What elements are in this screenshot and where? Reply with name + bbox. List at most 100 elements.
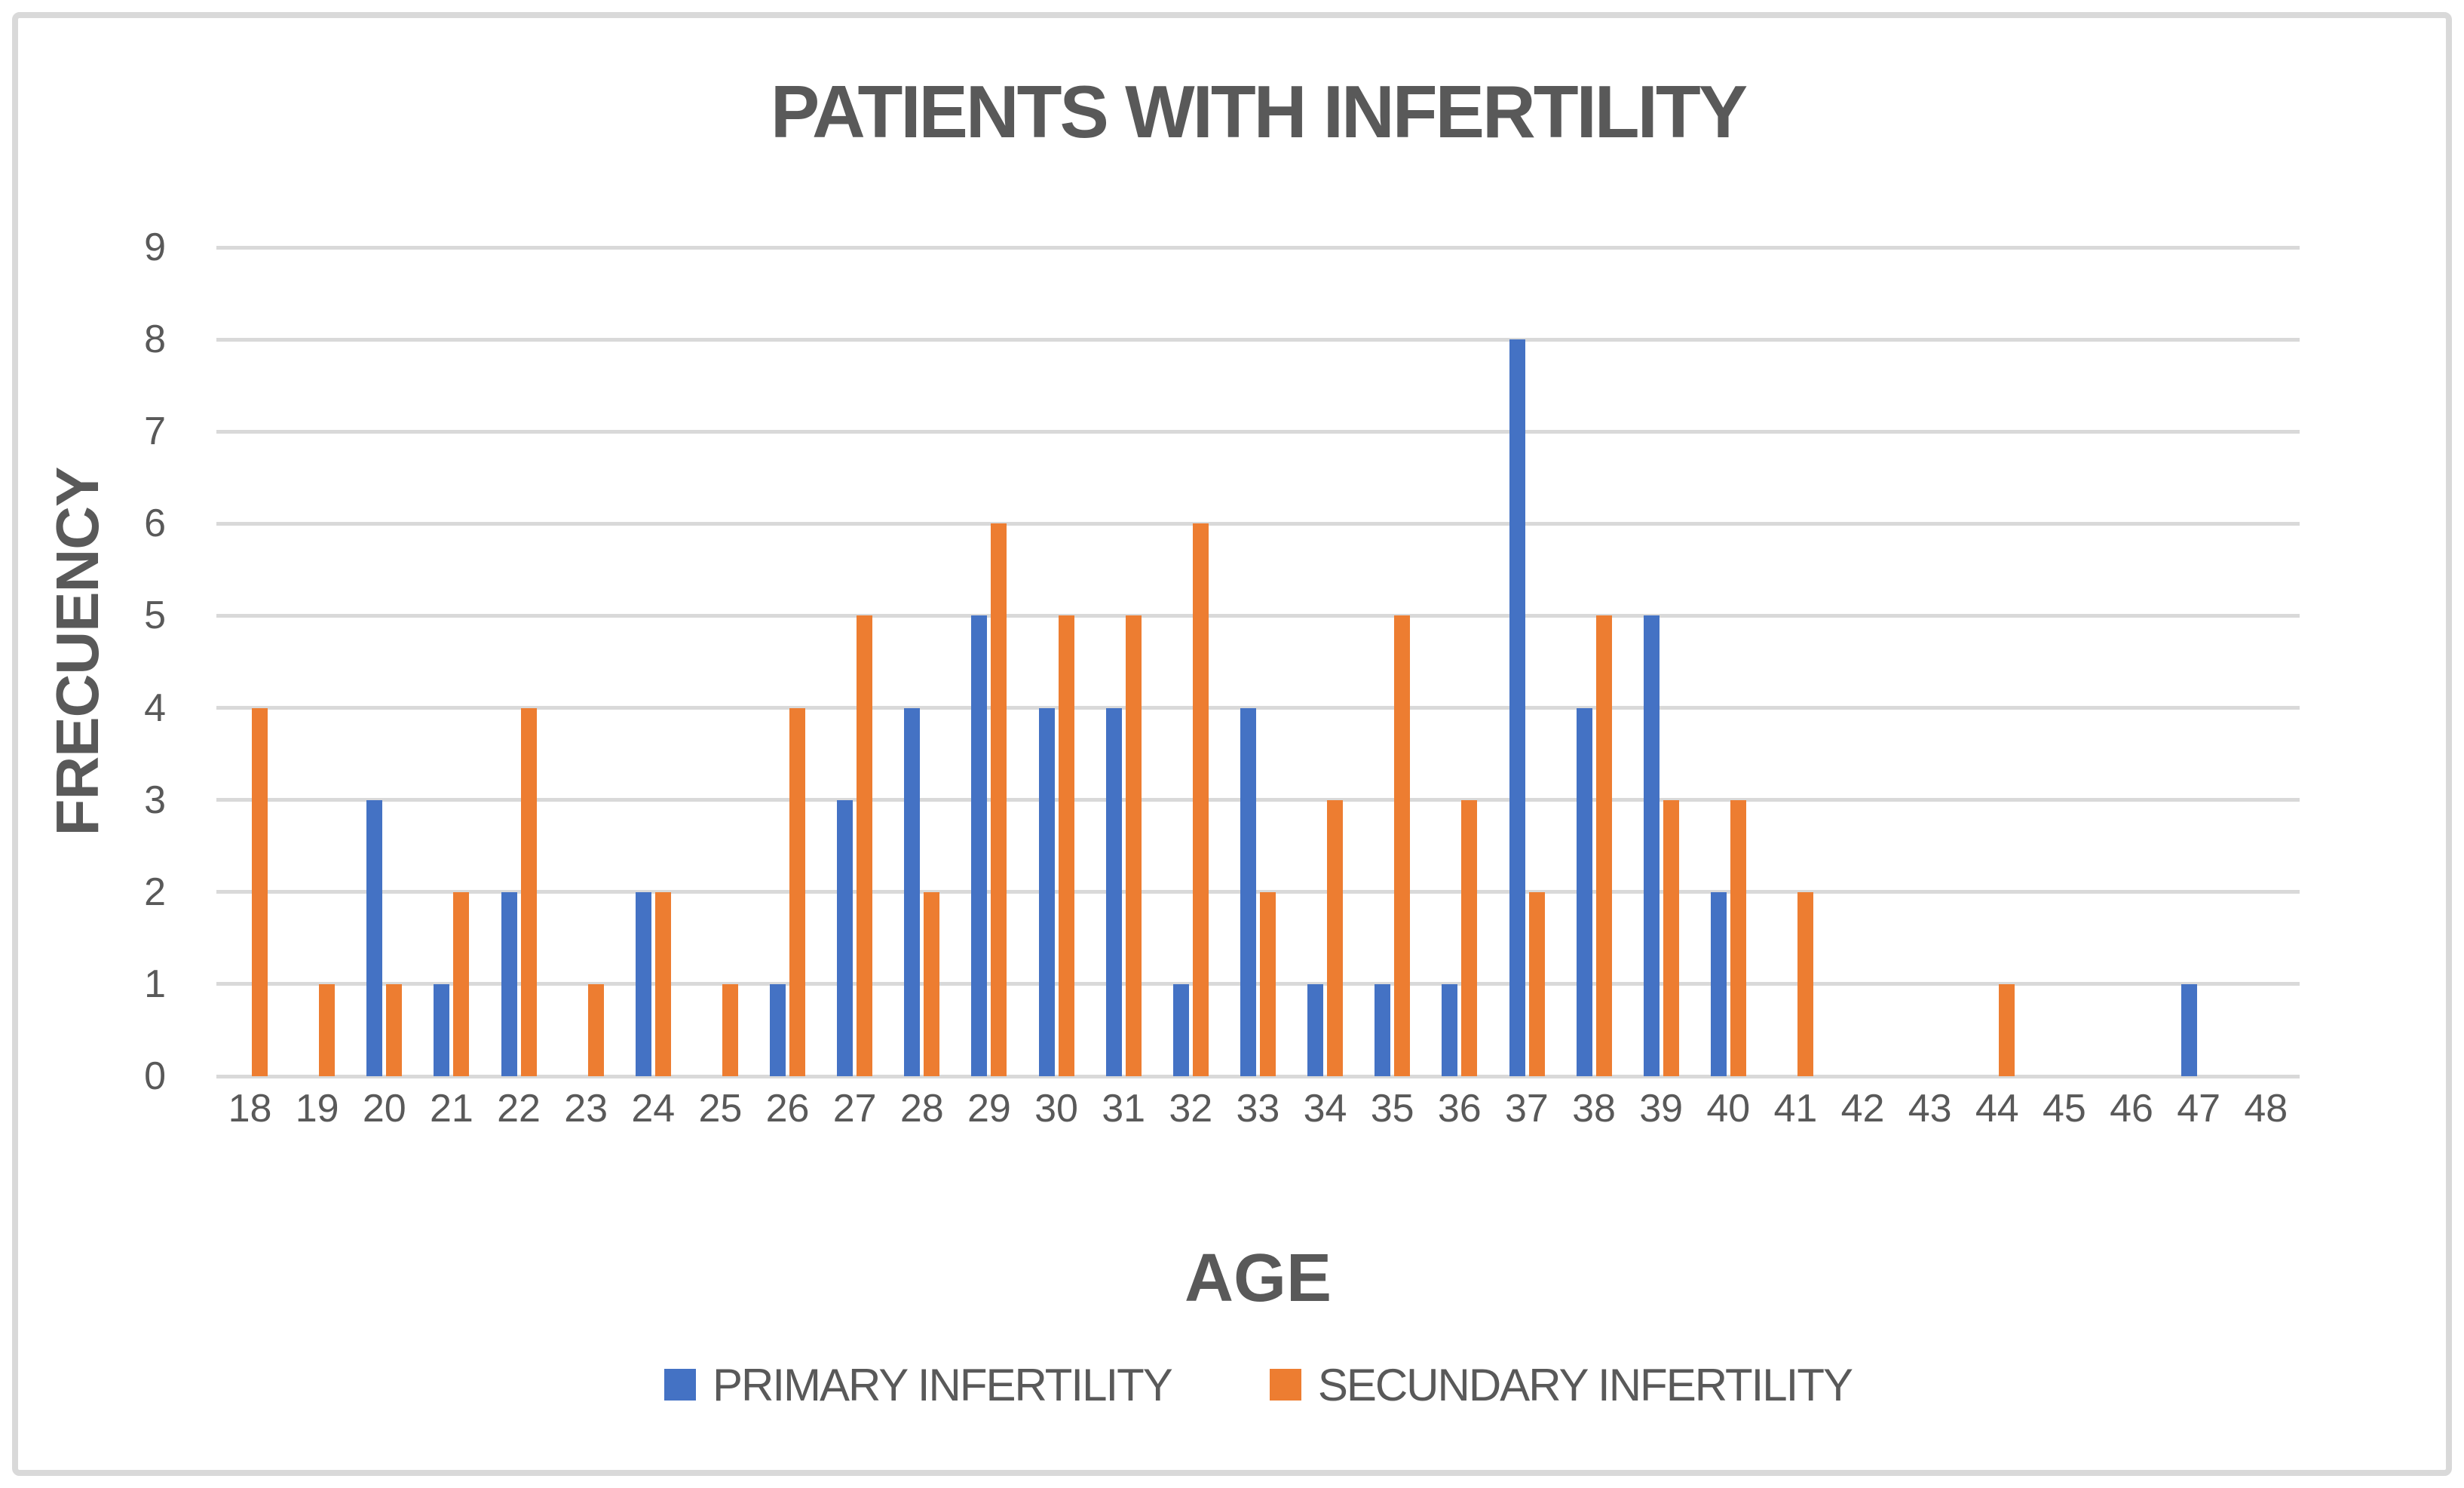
- category-33: [1224, 247, 1292, 1076]
- y-axis-tick-3: 3: [144, 778, 166, 822]
- category-44: [1963, 247, 2030, 1076]
- category-30: [1023, 247, 1090, 1076]
- category-21: [418, 247, 485, 1076]
- bar-primary-47: [2181, 983, 2197, 1076]
- x-axis-tick-40: 40: [1706, 1087, 1751, 1131]
- x-axis-tick-46: 46: [2110, 1087, 2153, 1131]
- bar-primary-35: [1375, 983, 1391, 1076]
- x-axis-tick-32: 32: [1169, 1087, 1213, 1131]
- category-19: [283, 247, 351, 1076]
- chart-title: PATIENTS WITH INFERTILITY: [770, 70, 1748, 153]
- bar-secondary-30: [1058, 615, 1074, 1076]
- x-axis-tick-43: 43: [1908, 1087, 1952, 1131]
- plot-area: [216, 245, 2300, 1078]
- x-axis-tick-37: 37: [1505, 1087, 1549, 1131]
- bar-secondary-24: [654, 891, 671, 1076]
- bar-secondary-23: [587, 983, 604, 1076]
- bar-secondary-18: [252, 707, 268, 1076]
- x-axis-tick-labels: 18 19 20 21 22 23 24 25 26 27 28 29 30 31 32 33 34 35 36 37…: [216, 1086, 2300, 1131]
- bar-secondary-22: [520, 707, 537, 1076]
- bar-secondary-20: [386, 983, 403, 1076]
- bar-secondary-31: [1125, 615, 1142, 1076]
- bar-primary-27: [837, 799, 854, 1076]
- x-axis-tick-47: 47: [2177, 1087, 2221, 1131]
- gridline-4: [216, 706, 2300, 710]
- x-axis-tick-42: 42: [1840, 1087, 1885, 1131]
- x-axis-tick-28: 28: [899, 1087, 944, 1131]
- x-axis-tick-24: 24: [631, 1087, 676, 1131]
- bar-secondary-41: [1797, 891, 1814, 1076]
- bar-primary-39: [1643, 615, 1660, 1076]
- gridline-2: [216, 890, 2300, 894]
- x-axis-tick-19: 19: [295, 1087, 339, 1131]
- x-axis-tick-45: 45: [2043, 1087, 2086, 1131]
- bar-secondary-34: [1327, 799, 1344, 1076]
- x-axis-tick-26: 26: [765, 1087, 810, 1131]
- x-axis-tick-21: 21: [430, 1087, 473, 1131]
- category-47: [2165, 247, 2233, 1076]
- bar-primary-36: [1442, 983, 1458, 1076]
- y-axis-tick-0: 0: [144, 1054, 166, 1098]
- category-20: [351, 247, 418, 1076]
- category-29: [955, 247, 1022, 1076]
- category-39: [1628, 247, 1695, 1076]
- category-36: [1426, 247, 1493, 1076]
- bar-secondary-37: [1528, 891, 1545, 1076]
- x-axis-tick-18: 18: [228, 1087, 272, 1131]
- category-23: [553, 247, 620, 1076]
- gridline-7: [216, 429, 2300, 434]
- category-28: [888, 247, 955, 1076]
- x-axis-tick-48: 48: [2244, 1087, 2288, 1131]
- category-24: [620, 247, 687, 1076]
- x-axis-tick-22: 22: [497, 1087, 541, 1131]
- category-45: [2030, 247, 2098, 1076]
- bar-primary-30: [1038, 707, 1055, 1076]
- bar-secondary-28: [924, 891, 940, 1076]
- x-axis-tick-33: 33: [1236, 1087, 1280, 1131]
- bar-primary-21: [434, 983, 450, 1076]
- category-18: [216, 247, 283, 1076]
- bar-primary-29: [971, 615, 988, 1076]
- y-axis-tick-7: 7: [144, 410, 166, 454]
- x-axis-tick-36: 36: [1437, 1087, 1482, 1131]
- bar-secondary-33: [1259, 891, 1276, 1076]
- y-axis-tick-1: 1: [144, 962, 166, 1006]
- bar-primary-24: [635, 891, 651, 1076]
- category-31: [1090, 247, 1157, 1076]
- gridline-9: [216, 245, 2300, 250]
- bar-primary-20: [366, 799, 383, 1076]
- x-axis-tick-27: 27: [832, 1087, 877, 1131]
- bar-secondary-44: [1999, 983, 2015, 1076]
- y-axis-tick-5: 5: [144, 594, 166, 638]
- x-axis-tick-41: 41: [1773, 1087, 1818, 1131]
- gridline-6: [216, 521, 2300, 526]
- category-32: [1157, 247, 1224, 1076]
- bar-primary-32: [1172, 983, 1189, 1076]
- bar-primary-22: [501, 891, 517, 1076]
- category-35: [1359, 247, 1426, 1076]
- bar-secondary-26: [789, 707, 806, 1076]
- legend-label-primary: PRIMARY INFERTILITY: [712, 1359, 1173, 1410]
- x-axis-title: AGE: [1184, 1241, 1332, 1316]
- y-axis-tick-4: 4: [144, 686, 166, 730]
- x-axis-tick-20: 20: [362, 1087, 406, 1131]
- category-25: [687, 247, 754, 1076]
- category-40: [1695, 247, 1762, 1076]
- legend-item-primary: PRIMARY INFERTILITY: [664, 1359, 1173, 1411]
- category-38: [1561, 247, 1628, 1076]
- x-axis-tick-39: 39: [1639, 1087, 1684, 1131]
- bar-primary-37: [1509, 339, 1525, 1076]
- bar-primary-38: [1576, 707, 1592, 1076]
- x-axis-tick-25: 25: [698, 1087, 743, 1131]
- category-46: [2098, 247, 2165, 1076]
- bar-secondary-35: [1394, 615, 1411, 1076]
- x-axis-tick-31: 31: [1102, 1087, 1146, 1131]
- bar-secondary-19: [319, 983, 336, 1076]
- category-27: [821, 247, 888, 1076]
- x-axis-tick-30: 30: [1034, 1087, 1078, 1131]
- legend: PRIMARY INFERTILITY SECUNDARY INFERTILIT…: [216, 1358, 2300, 1412]
- legend-item-secondary: SECUNDARY INFERTILITY: [1269, 1359, 1853, 1411]
- bar-secondary-29: [991, 523, 1007, 1076]
- x-axis-tick-29: 29: [967, 1087, 1011, 1131]
- x-axis-tick-44: 44: [1975, 1087, 2019, 1131]
